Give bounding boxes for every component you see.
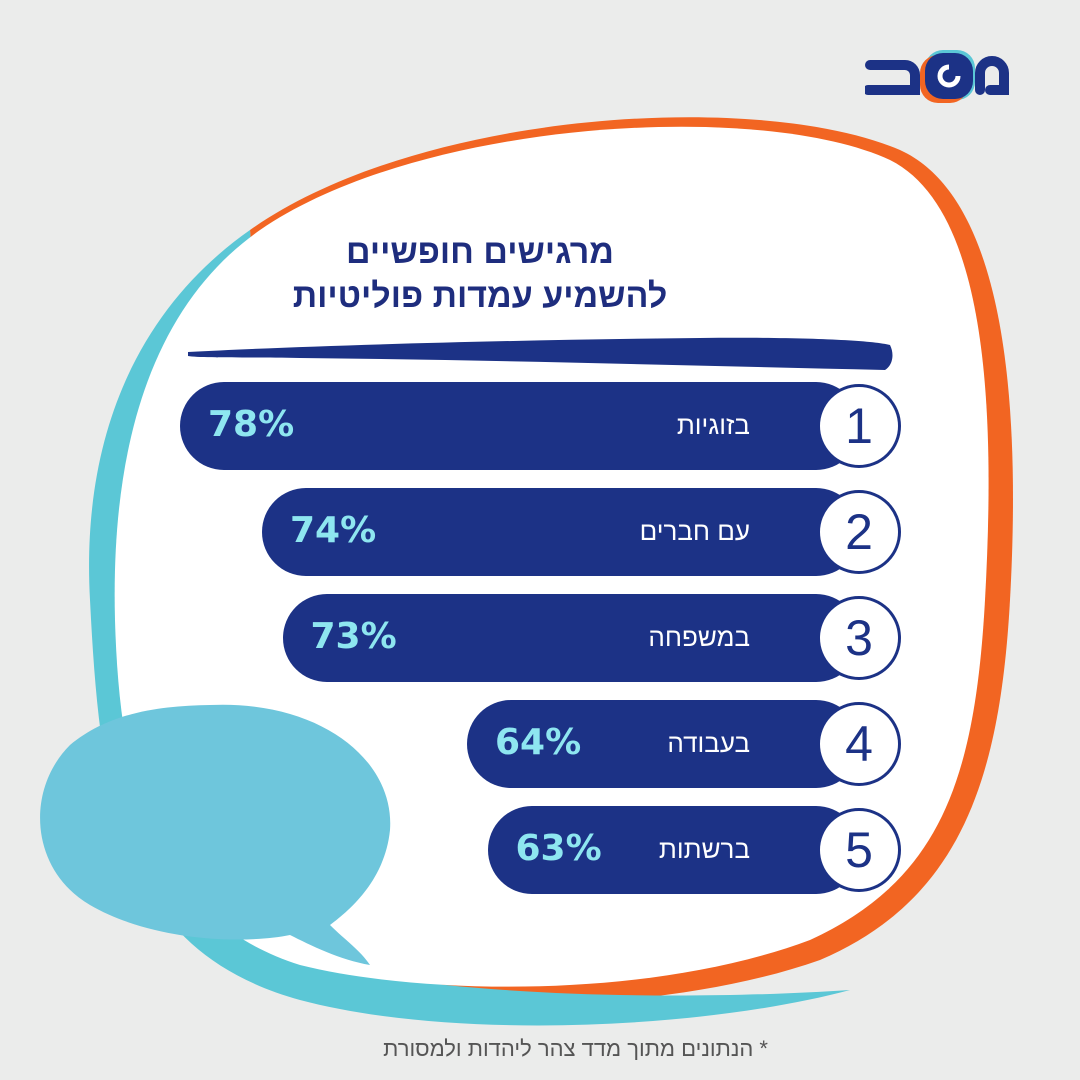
footnote: * הנתונים מתוך מדד צהר ליהדות ולמסורת — [383, 1036, 768, 1061]
bar-1: בזוגיות 78% — [180, 382, 860, 470]
value-label: 64% — [495, 722, 582, 763]
title-line-2: להשמיע עמדות פוליטיות — [292, 277, 668, 315]
bar-3: במשפחה 73% — [282, 594, 860, 682]
value-label: 73% — [310, 616, 397, 657]
speech-bubble — [40, 704, 391, 965]
rank-badge: 3 — [817, 596, 901, 680]
bar-5: ברשתות 63% — [487, 806, 860, 894]
brush-underline — [188, 337, 893, 370]
bar-label: ברשתות — [658, 834, 750, 864]
bar-4: בעבודה 64% — [467, 700, 860, 788]
rank-badge: 1 — [817, 384, 901, 468]
rank-badge: 2 — [817, 490, 901, 574]
chart-title: מרגישים חופשיים להשמיע עמדות פוליטיות — [200, 230, 760, 318]
rank-badge: 4 — [817, 702, 901, 786]
value-label: 63% — [515, 828, 602, 869]
bar-label: בעבודה — [667, 728, 750, 758]
bar-2: עם חברים 74% — [262, 488, 860, 576]
logo — [865, 50, 1009, 103]
value-label: 78% — [208, 404, 295, 445]
title-line-1: מרגישים חופשיים — [346, 233, 614, 271]
bar-label: במשפחה — [648, 622, 750, 652]
bar-label: בזוגיות — [676, 410, 750, 440]
bar-label: עם חברים — [639, 516, 750, 546]
value-label: 74% — [290, 510, 377, 551]
rank-badge: 5 — [817, 808, 901, 892]
